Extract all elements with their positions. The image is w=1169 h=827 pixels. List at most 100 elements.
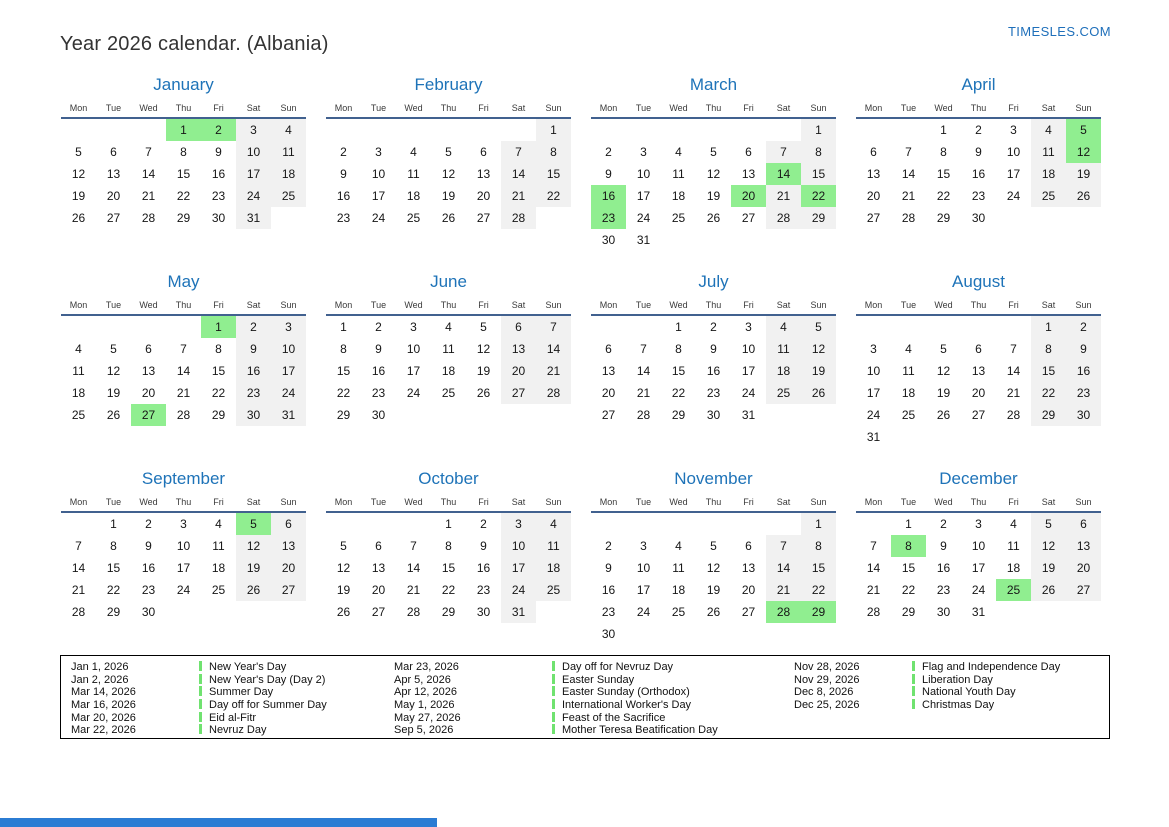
day-cell: 26 xyxy=(706,211,721,225)
weekday-header: Thu xyxy=(431,493,466,513)
weekday-header: Sat xyxy=(236,296,271,316)
day-cell xyxy=(61,512,96,535)
day-cell xyxy=(766,404,801,426)
month-title: February xyxy=(414,75,483,94)
weekday-header: Thu xyxy=(961,493,996,513)
weekday-header: Sat xyxy=(236,99,271,119)
day-cell: 31 xyxy=(501,601,536,623)
day-cell: 22 xyxy=(441,583,456,597)
day-cell: 28 xyxy=(901,211,916,225)
day-cell: 11 xyxy=(212,539,225,553)
weekday-header: Sat xyxy=(236,493,271,513)
day-cell xyxy=(766,623,801,645)
day-cell xyxy=(466,404,501,426)
day-cell: 9 xyxy=(340,167,347,181)
day-cell: 14 xyxy=(901,167,916,181)
day-cell: 16 xyxy=(211,167,226,181)
day-cell: 28 xyxy=(766,207,801,229)
day-cell: 17 xyxy=(271,360,306,382)
weekday-header: Sun xyxy=(1066,99,1101,119)
day-cell: 18 xyxy=(211,561,226,575)
day-cell: 19 xyxy=(1066,163,1101,185)
day-cell: 12 xyxy=(106,364,121,378)
day-cell: 1 xyxy=(940,123,947,137)
day-cell: 9 xyxy=(145,539,152,553)
holiday-name: Summer Day xyxy=(199,686,394,698)
weekday-header: Thu xyxy=(696,296,731,316)
holiday-date: Nov 29, 2026 xyxy=(794,673,860,686)
day-cell: 28 xyxy=(636,408,651,422)
holiday-name: National Youth Day xyxy=(912,686,1109,698)
day-cell: 21 xyxy=(71,583,86,597)
weekday-header: Thu xyxy=(166,296,201,316)
day-cell: 15 xyxy=(801,557,836,579)
day-cell: 24 xyxy=(971,583,986,597)
day-cell: 30 xyxy=(1066,404,1101,426)
day-cell: 26 xyxy=(71,211,86,225)
day-cell: 23 xyxy=(591,207,626,229)
day-cell: 28 xyxy=(141,211,156,225)
weekday-header: Wed xyxy=(131,296,166,316)
day-cell: 7 xyxy=(501,141,536,163)
day-cell xyxy=(626,118,661,141)
day-cell xyxy=(536,207,571,229)
day-cell: 27 xyxy=(1066,579,1101,601)
day-cell: 6 xyxy=(501,315,536,338)
day-cell xyxy=(1066,426,1101,448)
day-cell: 9 xyxy=(975,145,982,159)
day-cell: 10 xyxy=(406,342,421,356)
day-cell: 2 xyxy=(375,320,382,334)
day-cell: 19 xyxy=(706,189,721,203)
day-cell: 12 xyxy=(1066,141,1101,163)
day-cell xyxy=(856,118,891,141)
day-cell: 23 xyxy=(336,211,351,225)
weekday-header: Sat xyxy=(501,296,536,316)
day-cell xyxy=(396,512,431,535)
weekday-header: Tue xyxy=(361,99,396,119)
day-cell: 12 xyxy=(706,561,721,575)
day-cell xyxy=(801,229,836,251)
day-cell: 3 xyxy=(271,315,306,338)
day-cell: 29 xyxy=(1031,404,1066,426)
day-cell: 19 xyxy=(441,189,456,203)
day-cell: 18 xyxy=(441,364,456,378)
day-cell: 12 xyxy=(71,167,86,181)
day-cell: 18 xyxy=(406,189,421,203)
day-cell: 2 xyxy=(975,123,982,137)
day-cell: 17 xyxy=(371,189,386,203)
day-cell: 27 xyxy=(131,404,166,426)
holiday-marker-icon xyxy=(912,661,915,672)
day-cell: 6 xyxy=(1066,512,1101,535)
site-link[interactable]: TIMESLES.COM xyxy=(1007,24,1111,39)
day-cell: 28 xyxy=(1006,408,1021,422)
day-cell: 4 xyxy=(75,342,82,356)
day-cell: 7 xyxy=(766,141,801,163)
day-cell: 4 xyxy=(1031,118,1066,141)
day-cell: 2 xyxy=(201,118,236,141)
day-cell: 20 xyxy=(866,189,881,203)
day-cell: 31 xyxy=(636,233,651,247)
day-cell: 2 xyxy=(340,145,347,159)
day-cell: 2 xyxy=(940,517,947,531)
day-cell: 13 xyxy=(371,561,386,575)
holiday-name: Liberation Day xyxy=(912,673,1109,686)
day-cell xyxy=(271,207,306,229)
day-cell: 17 xyxy=(636,189,651,203)
day-cell xyxy=(731,512,766,535)
day-cell: 22 xyxy=(336,386,351,400)
weekday-header: Fri xyxy=(731,296,766,316)
month-march: March Mon Tue Wed Thu Fri Sat Sun 1 2 3 4 5 6 7 8 9 10 11 1… xyxy=(591,74,836,271)
day-cell: 4 xyxy=(536,512,571,535)
holiday-date: Apr 5, 2026 xyxy=(394,673,451,686)
day-cell: 23 xyxy=(971,189,986,203)
day-cell: 17 xyxy=(741,364,756,378)
day-cell: 17 xyxy=(971,561,986,575)
day-cell: 19 xyxy=(336,583,351,597)
month-grid: Mon Tue Wed Thu Fri Sat Sun 1 2 3 4 5 6 7 8 9 10 11 12 13 14… xyxy=(591,493,836,645)
day-cell xyxy=(996,601,1031,623)
day-cell: 27 xyxy=(866,211,881,225)
day-cell: 20 xyxy=(741,583,756,597)
day-cell: 27 xyxy=(371,605,386,619)
day-cell: 13 xyxy=(971,364,986,378)
day-cell xyxy=(696,512,731,535)
